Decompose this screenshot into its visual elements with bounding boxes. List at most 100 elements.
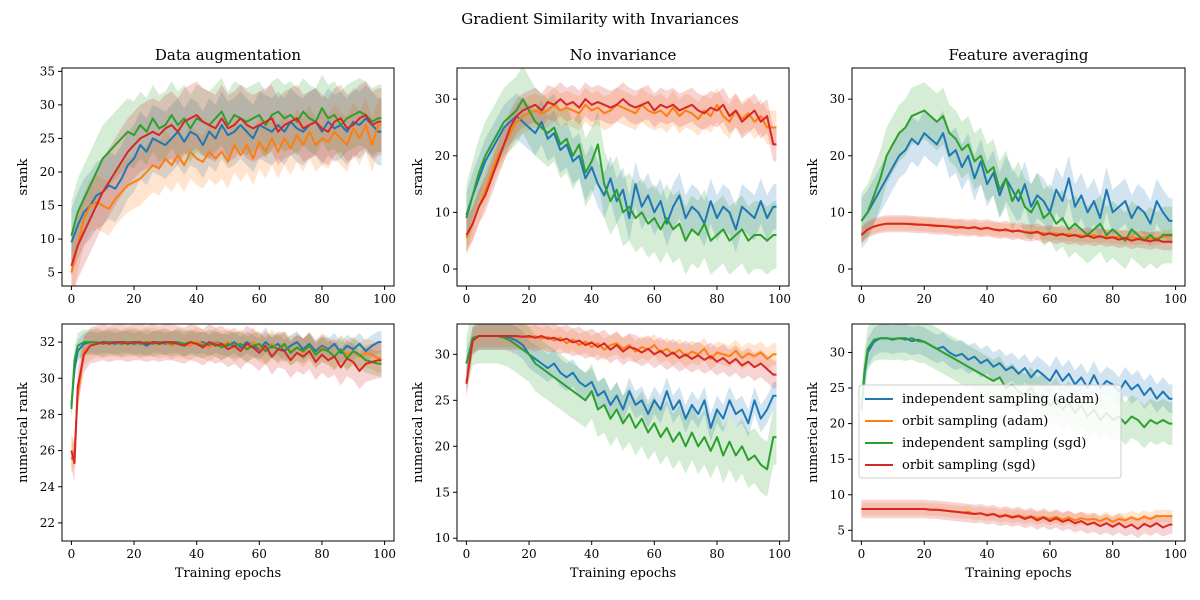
legend: independent sampling (adam) orbit samplin…: [858, 384, 1122, 479]
y-tick-label: 30: [435, 92, 450, 106]
y-tick-label: 10: [830, 488, 845, 502]
x-axis-label: Training epochs: [965, 566, 1071, 581]
x-tick-label: 100: [768, 292, 791, 306]
x-tick-label: 40: [584, 292, 599, 306]
axes-frame: [851, 67, 1186, 287]
y-tick-label: 20: [435, 149, 450, 163]
series-line-orbit-sgd: [861, 508, 1173, 530]
panel-plot-area: [465, 68, 777, 275]
y-tick-label: 22: [40, 516, 55, 530]
x-tick-label: 100: [373, 292, 396, 306]
band-independent-sgd: [466, 324, 777, 497]
x-tick-label: 0: [858, 292, 866, 306]
x-tick-label: 80: [709, 547, 724, 561]
legend-box: [858, 384, 1122, 479]
panel-plot-area: [465, 324, 777, 497]
band-independent-adam: [71, 84, 382, 276]
x-tick-label: 40: [189, 292, 204, 306]
legend-label-orbit-adam: orbit sampling (adam): [902, 414, 1048, 429]
y-tick-label: 0: [837, 262, 845, 276]
x-tick-label: 40: [979, 547, 994, 561]
legend-label-independent-adam: independent sampling (adam): [902, 392, 1099, 407]
y-axis-label: numerical rank: [806, 382, 821, 483]
x-tick-label: 20: [126, 292, 141, 306]
series-line-independent-sgd: [465, 98, 777, 242]
y-tick-label: 5: [47, 266, 55, 280]
panel-title: Feature averaging: [949, 46, 1089, 64]
x-tick-label: 100: [373, 547, 396, 561]
y-tick-label: 28: [40, 407, 55, 421]
x-tick-label: 0: [68, 547, 76, 561]
panel-plot-area: [70, 74, 382, 286]
band-orbit-adam: [466, 324, 777, 393]
x-tick-label: 20: [917, 547, 932, 561]
legend-label-orbit-sgd: orbit sampling (sgd): [902, 458, 1036, 473]
y-tick-label: 35: [40, 64, 55, 78]
y-tick-label: 30: [830, 345, 845, 359]
x-tick-label: 20: [126, 547, 141, 561]
y-tick-label: 15: [40, 199, 55, 213]
y-tick-label: 10: [40, 232, 55, 246]
x-tick-label: 60: [647, 292, 662, 306]
x-tick-label: 60: [252, 292, 267, 306]
y-tick-label: 0: [442, 262, 450, 276]
series-line-independent-sgd: [70, 107, 382, 236]
x-tick-label: 100: [1164, 547, 1187, 561]
y-tick-label: 10: [435, 531, 450, 545]
band-orbit-sgd: [71, 324, 382, 482]
y-tick-label: 10: [830, 205, 845, 219]
band-orbit-sgd: [71, 81, 382, 286]
y-tick-label: 25: [830, 381, 845, 395]
series-line-orbit-adam: [465, 103, 777, 239]
y-axis-label: srank: [411, 158, 426, 195]
x-tick-label: 0: [68, 292, 76, 306]
band-orbit-sgd: [466, 82, 777, 252]
y-tick-label: 24: [40, 480, 56, 494]
series-line-orbit-sgd: [70, 114, 382, 267]
x-tick-label: 80: [1105, 292, 1120, 306]
x-tick-label: 0: [463, 292, 471, 306]
series-line-independent-adam: [465, 335, 777, 429]
x-tick-label: 60: [1042, 292, 1057, 306]
band-orbit-adam: [466, 87, 777, 255]
y-tick-label: 20: [40, 165, 55, 179]
panel-plot-area: [860, 82, 1173, 269]
axes-frame: [456, 323, 790, 542]
y-tick-label: 25: [435, 393, 450, 407]
x-tick-label: 80: [314, 292, 329, 306]
x-tick-label: 100: [768, 547, 791, 561]
panel-bottom-middle: 0 20 40 60 80 100 10 15 20 25 30 Training epochs num…: [411, 323, 791, 581]
y-axis-label: srank: [806, 158, 821, 195]
band-orbit-sgd: [861, 215, 1173, 251]
x-tick-label: 40: [189, 547, 204, 561]
y-axis-label: srank: [16, 158, 31, 195]
band-independent-sgd: [861, 82, 1173, 269]
x-tick-label: 80: [314, 547, 329, 561]
figure-suptitle: Gradient Similarity with Invariances: [461, 10, 739, 28]
y-axis-label: numerical rank: [16, 382, 31, 483]
series-line-orbit-sgd: [860, 222, 1173, 243]
panel-title: No invariance: [570, 46, 677, 64]
x-tick-label: 40: [979, 292, 994, 306]
x-tick-label: 80: [1105, 547, 1120, 561]
y-tick-label: 5: [837, 523, 845, 537]
y-tick-label: 20: [435, 439, 450, 453]
y-tick-label: 25: [40, 131, 55, 145]
band-independent-sgd: [466, 68, 777, 275]
y-tick-label: 10: [435, 205, 450, 219]
x-tick-label: 80: [709, 292, 724, 306]
y-tick-label: 32: [40, 335, 55, 349]
panel-top-left: 0 20 40 60 80 100 5 10 15 20 25 30 35 Data augmentati…: [16, 46, 396, 306]
y-tick-label: 15: [830, 452, 845, 466]
x-tick-label: 60: [647, 547, 662, 561]
series-line-orbit-sgd: [465, 98, 777, 236]
y-tick-label: 30: [435, 347, 450, 361]
x-tick-label: 40: [584, 547, 599, 561]
series-line-orbit-sgd: [465, 335, 777, 384]
y-tick-label: 26: [40, 444, 55, 458]
series-line-orbit-sgd: [70, 341, 382, 465]
y-tick-label: 20: [830, 149, 845, 163]
x-tick-label: 20: [917, 292, 932, 306]
